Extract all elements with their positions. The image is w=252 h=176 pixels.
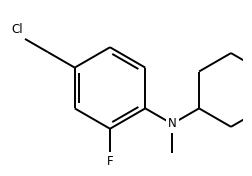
Text: N: N — [167, 117, 176, 130]
Text: F: F — [106, 155, 113, 168]
Text: Cl: Cl — [11, 23, 23, 36]
